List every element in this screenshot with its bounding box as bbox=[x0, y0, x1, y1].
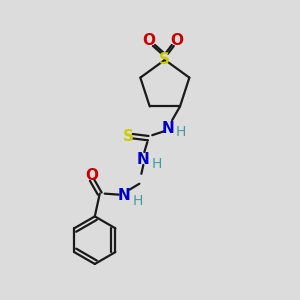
Text: S: S bbox=[123, 129, 134, 144]
Text: H: H bbox=[176, 125, 186, 139]
Text: O: O bbox=[142, 32, 155, 47]
Text: N: N bbox=[137, 152, 150, 167]
Text: H: H bbox=[152, 157, 162, 171]
Text: O: O bbox=[85, 168, 98, 183]
Text: O: O bbox=[170, 32, 183, 47]
Text: H: H bbox=[132, 194, 142, 208]
Text: N: N bbox=[117, 188, 130, 203]
Text: S: S bbox=[159, 52, 170, 67]
Text: N: N bbox=[162, 121, 175, 136]
